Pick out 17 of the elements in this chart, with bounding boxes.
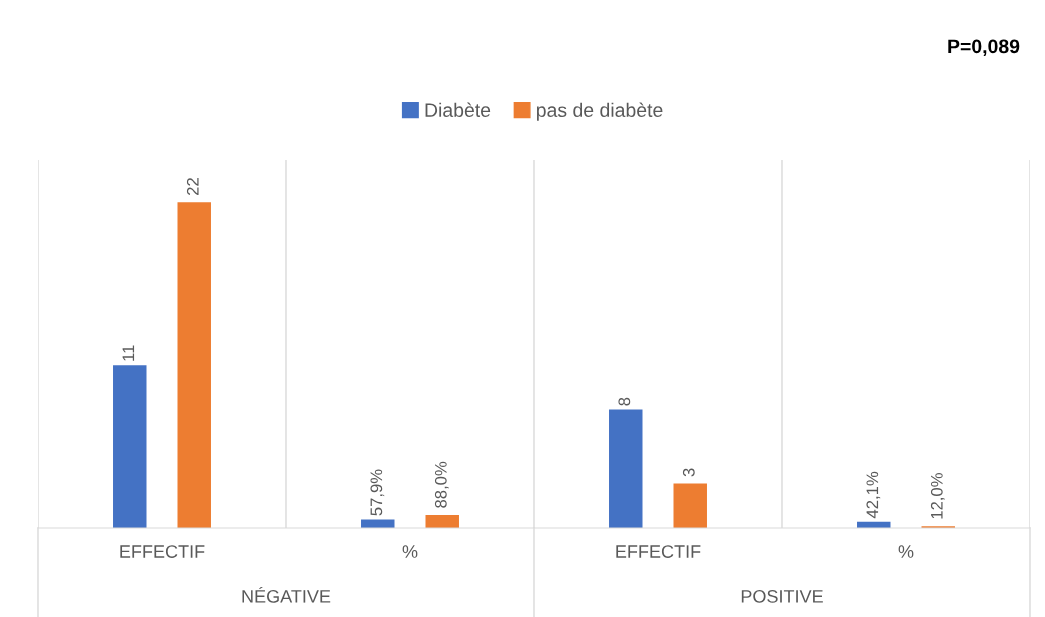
data-label: 3 [682,468,695,477]
x-tick-label: EFFECTIF [616,545,701,558]
data-label: 88,0% [434,461,449,508]
text: P=0,089 [948,39,1020,57]
text: NÉGATIVE [242,586,331,603]
data-label: 11 [122,345,135,361]
text: POSITIVE [741,589,823,603]
x-tick-label: % [898,545,914,558]
data-label: 22 [186,178,199,195]
legend-label: pas de diabète [536,102,663,121]
x-tick-label: % [402,545,418,558]
data-label: 8 [618,397,631,406]
data-label: 42,1% [866,471,881,519]
data-label: 12,0% [930,473,945,519]
legend-label: Diabète [425,102,491,118]
data-label: 57,9% [370,469,385,516]
x-tick-label: EFFECTIF [120,545,205,558]
